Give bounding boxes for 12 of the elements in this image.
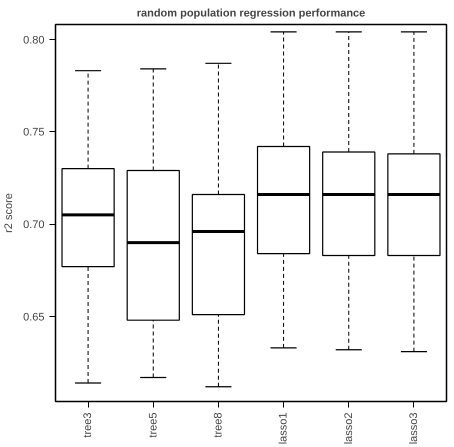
y-tick-label: 0.65 <box>23 311 45 324</box>
x-tick-label: lasso1 <box>278 412 290 444</box>
y-tick-label: 0.70 <box>23 219 45 232</box>
y-tick-label: 0.80 <box>23 34 45 46</box>
x-tick-label: lasso3 <box>408 412 420 444</box>
x-tick-label: tree8 <box>212 412 224 438</box>
y-tick-label: 0.75 <box>23 126 45 139</box>
x-tick-label: tree3 <box>82 412 94 438</box>
x-tick-label: lasso2 <box>342 412 355 444</box>
chart-title: random population regression performance <box>136 8 366 20</box>
y-axis-title: r2 score <box>3 193 16 233</box>
x-tick-label: tree5 <box>147 412 160 438</box>
